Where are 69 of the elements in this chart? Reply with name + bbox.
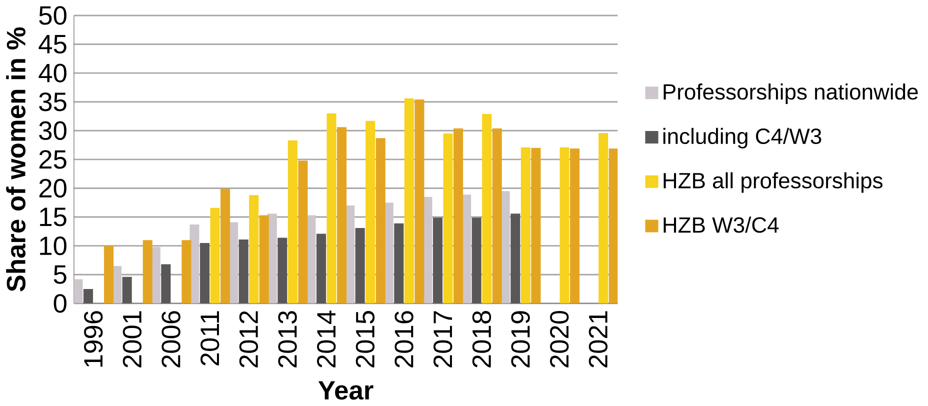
bar: [570, 148, 580, 304]
bar: [288, 140, 298, 304]
x-tick-label: 2016: [394, 311, 414, 368]
bar: [608, 148, 618, 304]
bar: [472, 218, 482, 304]
bar: [376, 138, 386, 304]
y-tick-label: 40: [38, 64, 66, 83]
bar: [492, 128, 502, 304]
bar: [278, 238, 288, 304]
bar: [326, 113, 336, 304]
bar: [414, 100, 424, 304]
bar: [355, 228, 365, 304]
y-tick-label: 15: [40, 208, 66, 226]
legend-label: Professorships nationwide: [664, 84, 918, 104]
y-tick-label: 30: [39, 121, 66, 140]
y-tick-label: 25: [39, 150, 66, 169]
bar: [122, 277, 132, 304]
bar: [366, 120, 376, 304]
x-tick-label: 2020: [550, 311, 569, 368]
x-tick-label: 2006: [162, 311, 180, 368]
bar: [482, 114, 492, 304]
legend-label: HZB all professorships: [664, 172, 882, 193]
x-tick-label: 2014: [317, 310, 336, 368]
bar: [104, 246, 114, 304]
legend-label: HZB W3/C4: [664, 216, 779, 233]
bar: [598, 133, 608, 304]
x-tick-label: 2019: [511, 311, 530, 368]
x-tick-label: 2021: [588, 311, 608, 368]
legend-label: including C4/W3: [663, 128, 822, 149]
bar: [210, 208, 220, 304]
x-tick-label: 2018: [472, 311, 492, 368]
x-tick-label: 2001: [122, 311, 142, 368]
bar: [531, 148, 541, 304]
bar: [74, 279, 83, 304]
y-tick-label: 20: [39, 179, 66, 198]
bar: [161, 264, 171, 304]
bar: [259, 215, 269, 304]
bar: [142, 240, 152, 304]
bar: [394, 223, 404, 304]
bar: [520, 147, 530, 304]
y-tick-label: 45: [38, 35, 66, 54]
bar: [83, 289, 93, 304]
bar: [182, 240, 192, 304]
x-tick-label: 2017: [434, 311, 452, 368]
y-tick-label: 10: [40, 236, 66, 256]
y-axis-title: Share of women in %: [6, 27, 26, 292]
x-axis-title: Year: [318, 381, 374, 400]
x-tick-label: 2011: [200, 311, 220, 366]
bar: [238, 240, 248, 304]
x-tick-label: 2012: [239, 311, 258, 368]
x-tick-label: 2013: [278, 311, 297, 368]
bar: [560, 147, 570, 304]
bar: [220, 188, 230, 304]
bar: [454, 128, 464, 304]
bar: [404, 98, 414, 304]
y-tick-label: 5: [54, 266, 66, 284]
x-tick-label: 1996: [84, 311, 103, 367]
y-tick-label: 50: [39, 6, 66, 25]
y-tick-label: 35: [39, 92, 66, 112]
x-tick-label: 2015: [356, 311, 375, 368]
bar: [510, 214, 520, 304]
bar: [316, 234, 326, 304]
bar: [249, 195, 259, 304]
bar: [200, 243, 210, 304]
bar: [337, 127, 347, 304]
y-tick-label: 0: [54, 294, 66, 313]
bar: [298, 160, 308, 304]
bar: [443, 134, 453, 304]
bar: [432, 218, 442, 304]
